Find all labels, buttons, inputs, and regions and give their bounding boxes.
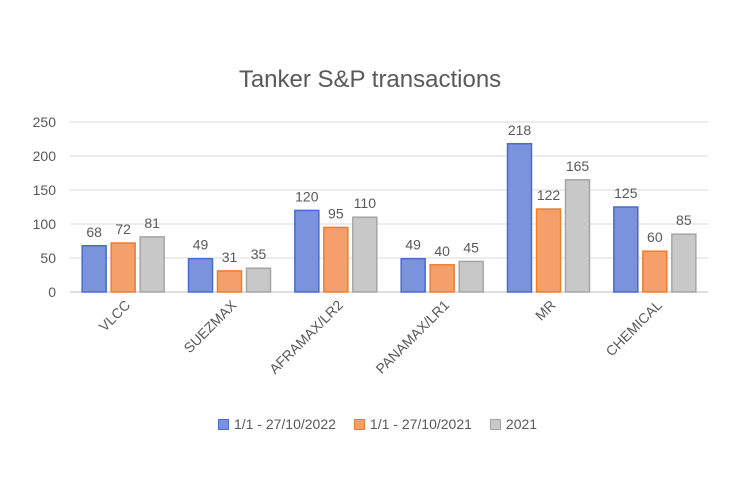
legend-item: 2021 bbox=[489, 416, 538, 432]
bar bbox=[400, 257, 426, 293]
bar bbox=[429, 264, 455, 293]
bar bbox=[613, 206, 639, 293]
data-label: 120 bbox=[295, 188, 319, 204]
bar bbox=[564, 179, 591, 293]
y-tick-label: 0 bbox=[48, 284, 56, 300]
bar bbox=[642, 250, 668, 293]
legend-item: 1/1 - 27/10/2022 bbox=[217, 416, 336, 432]
y-tick-label: 200 bbox=[33, 148, 57, 164]
chart-title: Tanker S&P transactions bbox=[238, 66, 502, 93]
data-label: 31 bbox=[222, 249, 238, 265]
x-tick-label: VLCC bbox=[96, 297, 134, 335]
bar bbox=[187, 257, 214, 293]
data-label: 165 bbox=[566, 158, 590, 174]
legend-swatch bbox=[353, 418, 365, 430]
data-label: 110 bbox=[354, 195, 377, 211]
bar bbox=[458, 260, 484, 293]
legend-label: 1/1 - 27/10/2022 bbox=[233, 416, 336, 432]
legend-label: 1/1 - 27/10/2021 bbox=[369, 416, 472, 432]
legend-label: 2021 bbox=[505, 416, 538, 432]
bar bbox=[139, 236, 165, 293]
data-label: 45 bbox=[463, 239, 479, 255]
data-label: 218 bbox=[508, 122, 532, 138]
data-label: 85 bbox=[676, 212, 692, 228]
legend-swatch bbox=[489, 418, 501, 430]
legend-swatch bbox=[217, 418, 229, 430]
bar bbox=[323, 226, 349, 293]
x-tick-label: AFRAMAX/LR2 bbox=[266, 297, 346, 377]
data-label: 35 bbox=[251, 246, 267, 262]
bar bbox=[216, 270, 243, 293]
data-label: 49 bbox=[193, 237, 209, 253]
y-tick-label: 100 bbox=[33, 216, 57, 232]
y-tick-label: 50 bbox=[40, 250, 56, 266]
data-label: 68 bbox=[86, 224, 102, 240]
bar bbox=[110, 242, 136, 293]
bar bbox=[671, 233, 697, 293]
data-label: 125 bbox=[614, 185, 638, 201]
bar bbox=[245, 267, 272, 293]
data-label: 122 bbox=[537, 187, 561, 203]
chart-legend: 1/1 - 27/10/2022 1/1 - 27/10/2021 2021 bbox=[0, 416, 755, 432]
bar bbox=[506, 143, 533, 293]
data-label: 95 bbox=[328, 205, 344, 221]
y-tick-label: 250 bbox=[33, 114, 57, 130]
y-tick-label: 150 bbox=[33, 182, 57, 198]
data-label: 60 bbox=[647, 229, 663, 245]
data-label: 81 bbox=[144, 215, 160, 231]
x-tick-label: MR bbox=[532, 297, 559, 324]
bar bbox=[352, 216, 378, 293]
x-tick-label: SUEZMAX bbox=[180, 296, 240, 356]
bar bbox=[535, 208, 562, 293]
data-label: 40 bbox=[434, 243, 450, 259]
bar bbox=[294, 209, 320, 293]
data-label: 72 bbox=[115, 221, 131, 237]
bar bbox=[81, 245, 107, 293]
x-tick-label: PANAMAX/LR1 bbox=[372, 297, 452, 377]
data-label: 49 bbox=[405, 237, 421, 253]
x-tick-label: CHEMICAL bbox=[602, 297, 665, 360]
legend-item: 1/1 - 27/10/2021 bbox=[353, 416, 472, 432]
